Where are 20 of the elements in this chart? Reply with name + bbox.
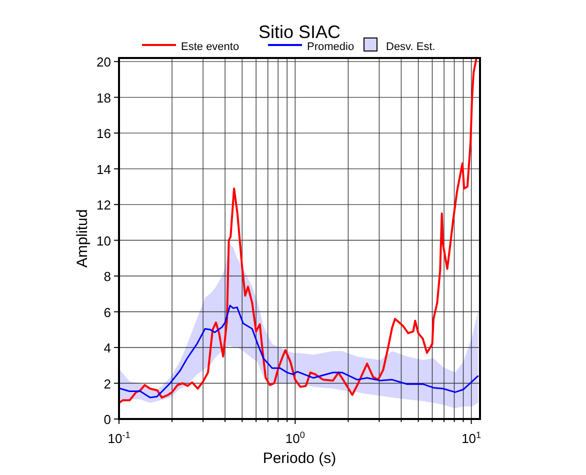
y-tick-label: 12	[96, 198, 111, 213]
legend-label: Promedio	[307, 41, 354, 53]
y-tick-label: 16	[96, 126, 111, 142]
y-tick-label: 10	[96, 233, 111, 248]
x-tick-label: 10$^{-1}$	[108, 430, 130, 446]
y-tick-label: 2	[104, 376, 111, 392]
y-tick-label: 8	[104, 269, 111, 284]
y-tick-label: 4	[104, 340, 111, 356]
x-tick-label: 10$^{0}$	[285, 430, 305, 446]
x-axis-title: Periodo (s)	[262, 450, 336, 467]
y-tick-label: 0	[104, 412, 111, 427]
y-axis-title: Amplitud	[74, 209, 91, 268]
y-tick-label: 14	[96, 162, 111, 177]
y-tick-label: 18	[96, 90, 111, 106]
y-tick-label: 6	[104, 304, 111, 320]
text: Desv. Est.	[386, 41, 436, 53]
y-tick-label: 20	[96, 54, 111, 70]
chart-title: Sitio SIAC	[258, 22, 341, 42]
legend-label: Este evento	[181, 41, 240, 53]
x-tick-label: 10$^{1}$	[462, 430, 482, 446]
